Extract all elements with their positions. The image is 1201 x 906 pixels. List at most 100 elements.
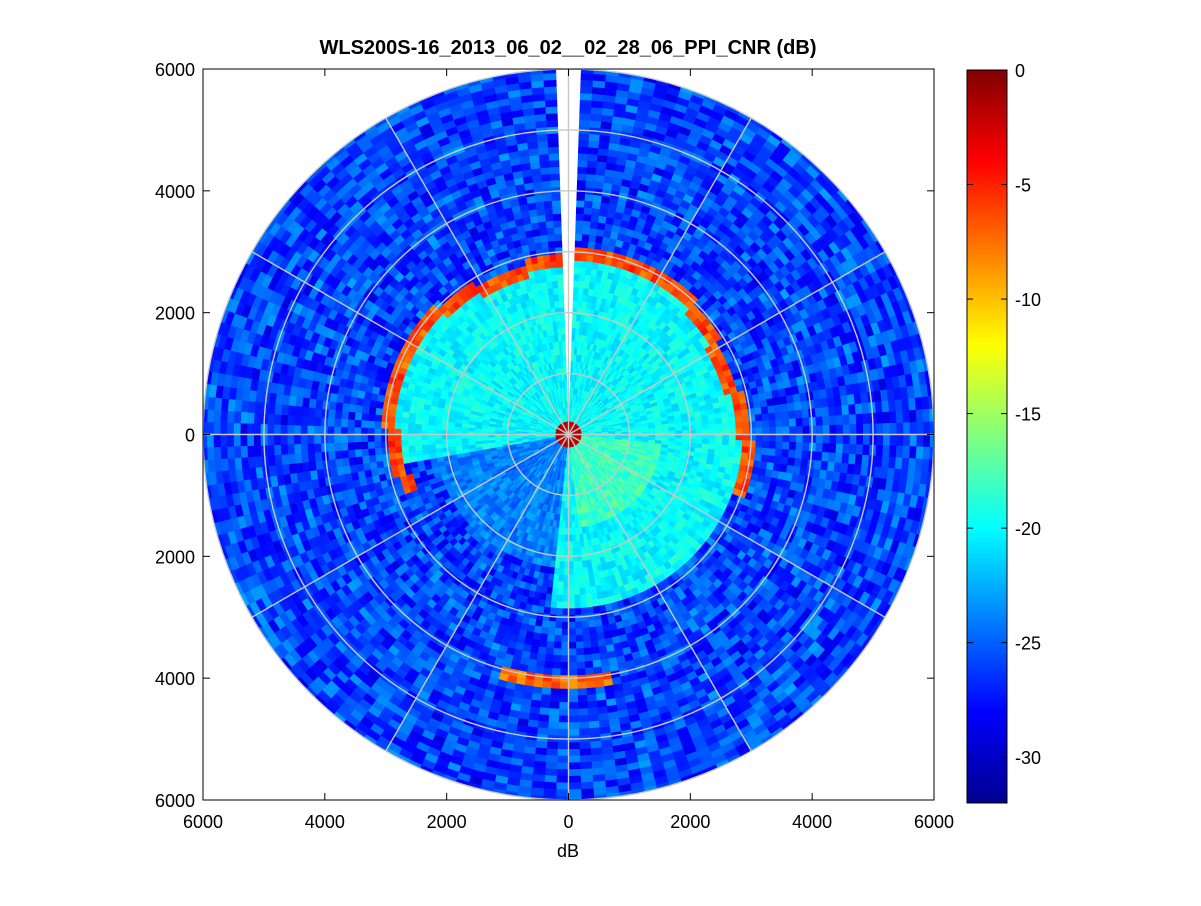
- radar-cell: [564, 568, 569, 575]
- radar-cell: [748, 415, 755, 422]
- radar-cell: [682, 426, 689, 430]
- radar-cell: [381, 421, 388, 428]
- radar-cell: [395, 416, 402, 423]
- radar-cell: [748, 408, 755, 415]
- radar-cell: [743, 435, 750, 441]
- radar-cell: [435, 439, 442, 444]
- radar-cell: [593, 606, 600, 614]
- radar-cell: [562, 341, 566, 348]
- radar-cell: [702, 439, 709, 444]
- radar-cell: [475, 438, 482, 442]
- radar-cell: [559, 294, 564, 301]
- radar-cell: [576, 548, 581, 555]
- radar-cell: [749, 428, 756, 435]
- radar-cell: [381, 428, 388, 435]
- radar-cell: [543, 255, 550, 262]
- radar-cell: [569, 609, 575, 616]
- radar-cell: [550, 254, 557, 261]
- radar-cell: [579, 588, 585, 595]
- radar-cell: [559, 568, 564, 575]
- radar-cell: [580, 601, 587, 608]
- radar-cell: [547, 281, 553, 288]
- radar-cell: [569, 568, 574, 575]
- radar-cell: [435, 443, 442, 448]
- radar-cell: [561, 334, 565, 341]
- radar-cell: [735, 446, 742, 453]
- radar-cell: [579, 274, 585, 281]
- radar-cell: [550, 261, 557, 268]
- radar-cell: [389, 459, 397, 466]
- radar-cell: [709, 439, 716, 444]
- radar-cell: [742, 441, 749, 448]
- radar-cell: [408, 435, 415, 441]
- radar-cell: [566, 394, 568, 401]
- radar-cell: [565, 381, 567, 388]
- radar-cell: [716, 429, 723, 434]
- radar-cell: [556, 254, 563, 261]
- radar-cell: [448, 442, 455, 447]
- radar-cell: [749, 421, 756, 428]
- radar-cell: [723, 429, 730, 435]
- radar-cell: [729, 440, 736, 446]
- radar-cell: [564, 374, 566, 381]
- radar-cell: [573, 575, 578, 582]
- radar-cell: [569, 589, 575, 596]
- radar-cell: [563, 582, 568, 589]
- radar-cell: [581, 247, 588, 254]
- radar-cell: [572, 535, 576, 542]
- radar-cell: [749, 435, 756, 442]
- radar-cell: [702, 420, 709, 425]
- radar-cell: [587, 607, 594, 614]
- radar-cell: [696, 430, 703, 435]
- radar-cell: [394, 422, 401, 428]
- radar-cell: [537, 255, 544, 263]
- radar-cell: [709, 429, 716, 434]
- radar-cell: [582, 241, 589, 248]
- radar-cell: [428, 430, 435, 435]
- radar-cell: [709, 435, 716, 440]
- radar-cell: [564, 562, 569, 569]
- radar-cell: [394, 428, 401, 434]
- radar-cell: [569, 615, 576, 622]
- radar-cell: [728, 411, 735, 418]
- radar-cell: [461, 438, 468, 442]
- radar-cell: [556, 314, 561, 321]
- radar-cell: [714, 413, 721, 419]
- radar-cell: [550, 608, 557, 615]
- radar-cell: [567, 408, 568, 415]
- radar-cell: [729, 429, 736, 435]
- radar-cell: [749, 441, 756, 448]
- radar-cell: [736, 428, 743, 434]
- radar-cell: [716, 424, 723, 430]
- radar-cell: [401, 423, 408, 429]
- radar-cell: [574, 595, 580, 602]
- radar-cell: [428, 435, 435, 440]
- radar-cell: [381, 447, 388, 454]
- radar-cell: [388, 447, 395, 454]
- radar-cell: [562, 602, 568, 609]
- radar-cell: [455, 438, 462, 442]
- radar-cell: [581, 614, 588, 621]
- radar-cell: [580, 594, 586, 601]
- radar-cell: [382, 408, 389, 415]
- radar-cell: [409, 451, 416, 457]
- radar-cell: [578, 568, 583, 575]
- radar-cell: [574, 280, 580, 287]
- radar-cell: [574, 260, 580, 267]
- radar-cell: [468, 438, 475, 442]
- radar-cell: [388, 441, 395, 448]
- radar-cell: [414, 440, 421, 446]
- radar-cell: [557, 267, 563, 274]
- radar-cell: [408, 429, 415, 435]
- radar-cell: [735, 416, 742, 423]
- radar-cell: [569, 602, 575, 609]
- radar-cell: [573, 562, 578, 569]
- radar-cell: [723, 435, 730, 441]
- radar-cell: [696, 439, 703, 444]
- radar-cell: [558, 582, 564, 589]
- radar-cell: [415, 450, 422, 456]
- radar-cell: [394, 435, 401, 441]
- radar-cell: [555, 615, 562, 622]
- radar-cell: [556, 602, 562, 609]
